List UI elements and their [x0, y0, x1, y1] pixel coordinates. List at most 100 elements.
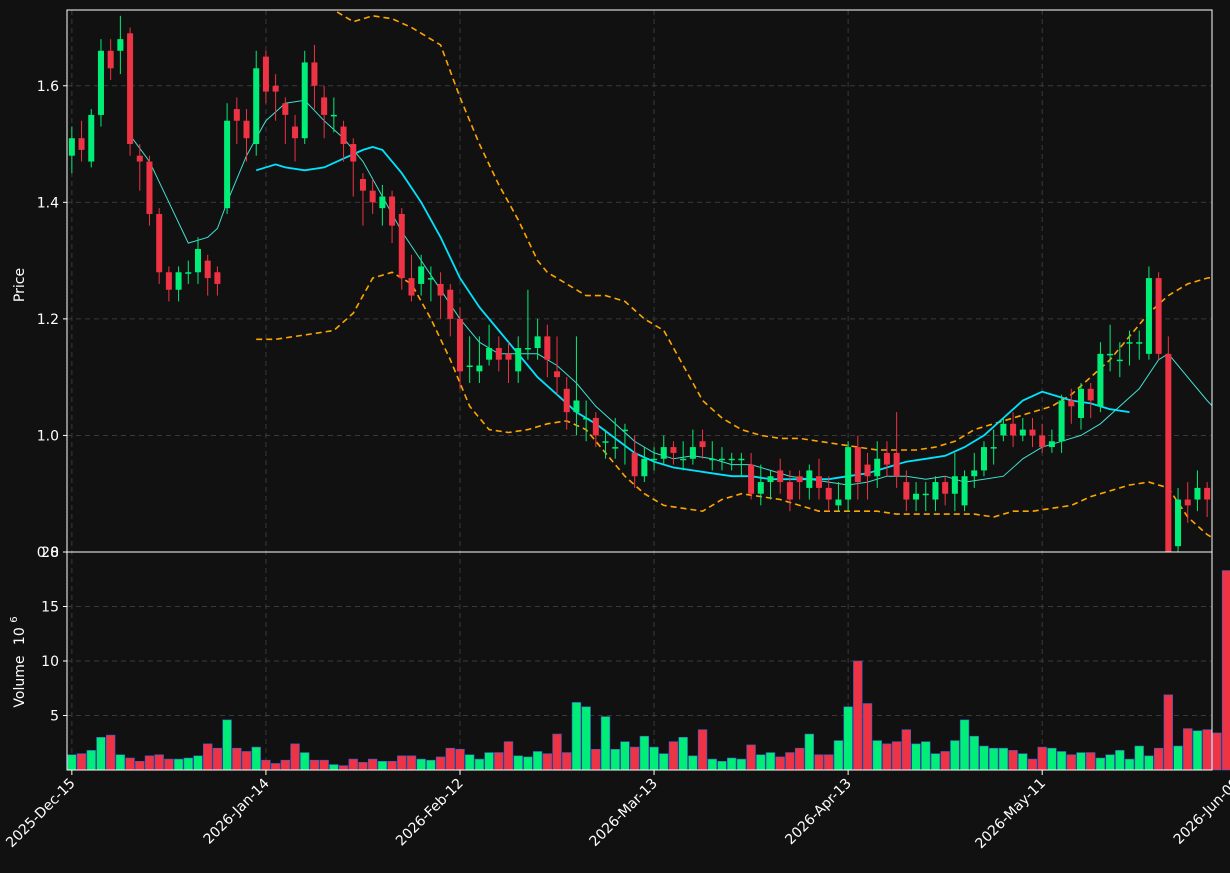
price-axis-label: Price — [12, 268, 28, 302]
volume-bar — [494, 752, 504, 771]
volume-bar — [1124, 758, 1135, 771]
volume-bar — [125, 757, 135, 771]
volume-bar — [950, 740, 960, 771]
volume-bar — [998, 747, 1009, 771]
candle-body — [1010, 423, 1017, 436]
volume-bar — [930, 753, 941, 771]
volume-bar — [426, 759, 436, 771]
volume-bar — [736, 758, 747, 771]
candle-body — [728, 458, 735, 461]
candle-body — [389, 196, 396, 226]
candle-body — [262, 56, 269, 92]
volume-bar — [532, 751, 543, 771]
candle-body — [1087, 388, 1094, 401]
candle-body — [301, 62, 308, 139]
candle-body — [1204, 487, 1211, 500]
candle-body — [1019, 429, 1026, 436]
volume-bar — [1086, 752, 1096, 771]
volume-bar — [891, 741, 902, 771]
candle-body — [117, 39, 124, 51]
candle-body — [806, 470, 813, 488]
candle-body — [350, 144, 357, 162]
volume-bar — [416, 758, 426, 771]
volume-bar — [212, 747, 223, 771]
candle-body — [340, 126, 347, 145]
candle-body — [699, 441, 706, 448]
candle-body — [913, 493, 920, 500]
candle-body — [88, 114, 95, 162]
candle-body — [243, 120, 250, 139]
candle-body — [796, 476, 803, 483]
volume-bar — [911, 743, 921, 771]
volume-bar — [474, 758, 485, 771]
price-candles — [68, 15, 1211, 552]
volume-bar — [824, 754, 834, 771]
candle-body — [602, 441, 609, 443]
candle-body — [156, 213, 163, 273]
candle-body — [1184, 499, 1191, 506]
candle-body — [311, 62, 318, 86]
candle-body — [903, 482, 910, 500]
volume-bar — [484, 752, 494, 771]
candle-body — [427, 278, 434, 280]
candle-body — [573, 400, 580, 413]
volume-bar — [969, 735, 979, 771]
volume-bar — [367, 758, 378, 771]
volume-bar — [1047, 747, 1057, 771]
volume-bar — [581, 706, 591, 771]
volume-bar — [300, 752, 310, 771]
volume-tick-label: 15 — [41, 600, 59, 616]
volume-bar — [67, 754, 77, 771]
volume-bar — [775, 756, 785, 771]
volume-bar — [445, 747, 455, 771]
candle-body — [641, 458, 648, 477]
candle-body — [922, 493, 929, 496]
candle-body — [330, 114, 337, 117]
candle-body — [816, 476, 823, 488]
volume-bar — [406, 755, 417, 771]
candle-body — [418, 266, 425, 284]
candle-body — [835, 499, 842, 506]
volume-bar — [562, 752, 572, 771]
volume-bar — [756, 754, 766, 771]
candle-body — [292, 126, 299, 139]
candle-body — [1155, 278, 1162, 354]
candle-body — [990, 447, 997, 449]
candle-body — [883, 452, 890, 465]
volume-bar — [1144, 755, 1154, 771]
candle-body — [660, 447, 667, 459]
volume-bar — [1008, 750, 1018, 771]
volume-bar — [348, 758, 358, 771]
volume-bar — [105, 734, 116, 771]
candle-body — [1029, 429, 1036, 436]
candle-body — [961, 476, 968, 506]
candle-body — [651, 458, 658, 461]
candle-body — [524, 348, 531, 350]
volume-bar — [1173, 745, 1183, 771]
volume-bar — [727, 757, 737, 771]
volume-bar — [1037, 746, 1047, 771]
candle-body — [359, 179, 366, 191]
grid-lines — [67, 10, 1212, 770]
volume-bar — [387, 760, 397, 771]
candle-body — [709, 458, 716, 461]
volume-bar — [717, 760, 727, 771]
candle-body — [1097, 353, 1104, 407]
candle-body — [1000, 423, 1007, 436]
candle-body — [437, 283, 444, 296]
volume-bar — [1027, 758, 1038, 771]
volume-bar — [785, 752, 795, 771]
volume-bar — [794, 747, 805, 771]
candle-body — [466, 365, 473, 368]
volume-bar — [649, 746, 659, 771]
candle-body — [136, 155, 143, 162]
candle-body — [544, 336, 551, 360]
volume-bar — [610, 748, 620, 771]
candle-body — [1126, 342, 1133, 344]
volume-bar — [115, 754, 126, 771]
volume-bar — [552, 733, 562, 771]
candle-body — [68, 138, 75, 156]
volume-bar — [270, 763, 281, 771]
volume-tick-label: 5 — [50, 709, 59, 725]
volume-bar — [135, 760, 145, 771]
